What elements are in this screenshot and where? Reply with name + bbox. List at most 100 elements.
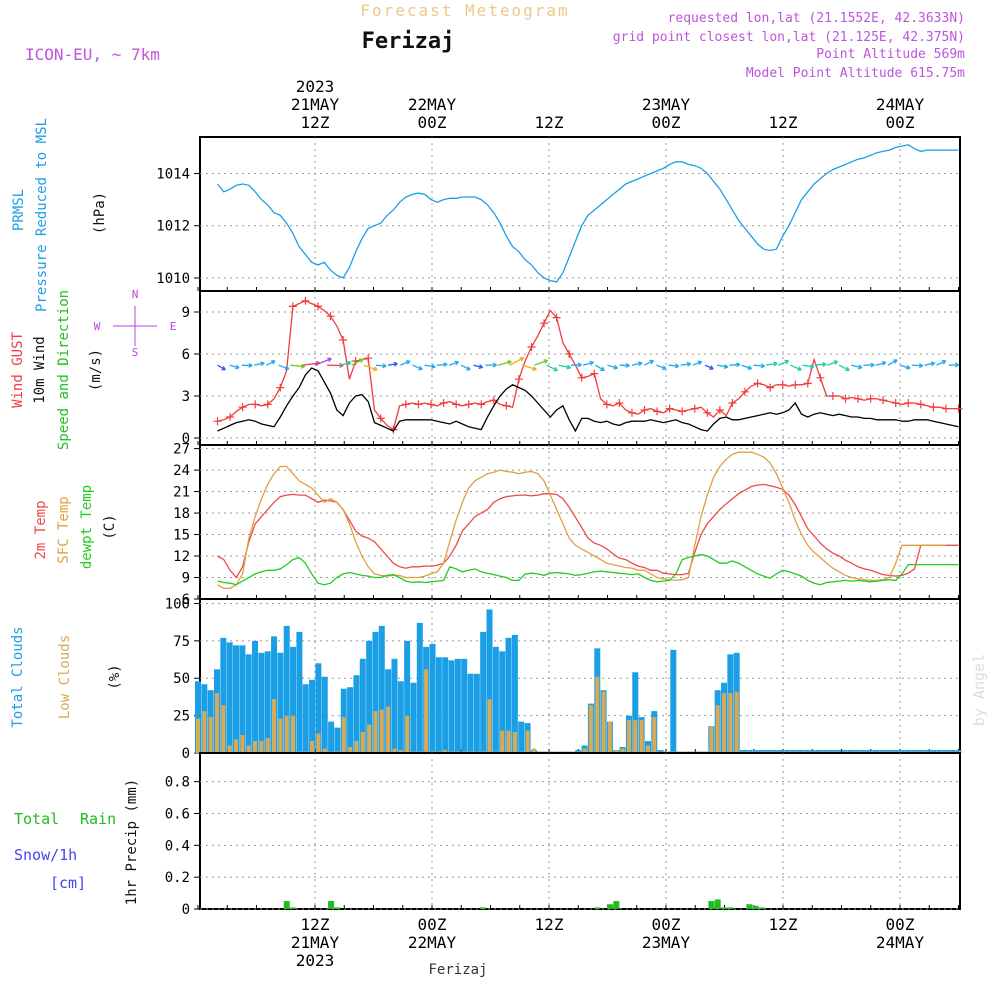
low-clouds-bar (202, 711, 207, 753)
rain-bar (290, 907, 297, 909)
total-clouds-bar (499, 651, 506, 753)
precip-legend-cm: [cm] (50, 874, 86, 892)
gust-marker (778, 380, 787, 389)
gust-title: Wind GUST (10, 332, 26, 408)
time-label-bottom: 12Z (301, 915, 330, 934)
wind-arrow-head (347, 360, 352, 366)
series-line-prmsl (216, 144, 959, 283)
wind-arrow (643, 360, 654, 366)
y-tick-label: 25 (173, 709, 190, 725)
wind-arrow-head (649, 359, 654, 365)
total-clouds-bar (410, 682, 417, 753)
y-tick-label: 1014 (156, 167, 190, 183)
rain-bar (752, 905, 759, 909)
gust-marker (678, 407, 687, 416)
wind-arrow (412, 364, 423, 370)
wind-arrow (339, 361, 352, 366)
low-clouds-bar (652, 717, 657, 753)
y-tick-label: 0.6 (165, 806, 190, 822)
wind-arrow (363, 364, 378, 371)
y-tick-label: 0.2 (165, 870, 190, 886)
wind-arrow-head (797, 366, 802, 371)
wind-arrow-head (930, 361, 936, 367)
gust-marker (841, 394, 850, 403)
wind-arrow-head (822, 362, 827, 367)
wind-arrow-head (809, 364, 815, 369)
low-clouds-bar (443, 750, 448, 753)
gust-marker (665, 404, 674, 413)
gust-marker (904, 399, 913, 407)
gust-marker (941, 404, 950, 413)
low-clouds-bar (316, 733, 321, 753)
total-clouds-bar (467, 673, 474, 753)
compass-letter: N (132, 288, 139, 301)
wind-arrow (692, 361, 702, 366)
low-clouds-bar (709, 726, 714, 753)
wind-arrow (680, 363, 691, 366)
gust-marker (879, 396, 888, 405)
gust-marker (753, 379, 762, 388)
gust-marker (427, 400, 436, 409)
low-clouds-bar (360, 732, 365, 753)
wind-arrow (424, 364, 436, 368)
time-label-top: 00Z (652, 113, 681, 132)
wind-arrow-head (532, 366, 537, 371)
total-clouds-bar (486, 609, 493, 753)
y-tick-label: 12 (173, 549, 190, 565)
compass-letter: E (170, 320, 177, 333)
time-label-top: 23MAY (642, 95, 691, 114)
wind-arrow-head (543, 359, 549, 364)
wind-arrow-head (954, 362, 960, 368)
y-tick-label: 0 (182, 746, 190, 762)
total-clouds-bar (378, 625, 385, 753)
wind-arrow (558, 364, 571, 369)
y-tick-label: 18 (173, 506, 190, 522)
low-clouds-bar (734, 691, 739, 753)
compass-letter: S (132, 346, 139, 359)
info-line-2: grid point closest lon,lat (21.125E, 42.… (613, 30, 965, 45)
gust-marker (703, 408, 712, 417)
gust-marker (602, 400, 611, 409)
gust-marker (251, 400, 260, 409)
wind-arrow (314, 358, 332, 366)
time-label-top: 00Z (418, 113, 447, 132)
gust-marker (326, 312, 335, 321)
wind-arrow-head (760, 363, 766, 369)
wind-arrow (838, 364, 850, 371)
watermark: by Angel (970, 654, 988, 726)
y-tick-label: 6 (182, 592, 190, 608)
wind-arrow (302, 362, 320, 366)
time-label-bottom: 00Z (418, 915, 447, 934)
gust-marker (226, 413, 235, 421)
low-clouds-bar (348, 747, 353, 753)
wind-arrow (217, 364, 226, 371)
wind-arrow (656, 364, 667, 370)
wind-title: 10m Wind (32, 336, 48, 403)
time-label-top: 12Z (301, 113, 330, 132)
gust-marker (828, 392, 837, 400)
low-clouds-bar (354, 741, 359, 753)
gust-marker (854, 394, 863, 403)
gust-marker (238, 403, 247, 412)
total-clouds-bar (309, 679, 316, 753)
precip-legend-snow: Snow/1h (14, 846, 77, 864)
total-clouds-bar (334, 727, 341, 753)
precip-legend-rain: Rain (80, 810, 116, 828)
low-clouds-bar (645, 745, 650, 753)
wind-arrow-head (260, 361, 265, 367)
clouds-unit: (%) (107, 664, 123, 689)
low-clouds-bar (398, 750, 403, 753)
time-label-top: 12Z (769, 113, 798, 132)
gust-marker (540, 319, 549, 328)
low-clouds-bar (341, 717, 346, 753)
total-clouds-bar (252, 640, 259, 753)
total-clouds-bar (454, 658, 461, 753)
wind-arrow (936, 360, 947, 366)
low-clouds-bar (487, 699, 492, 753)
low-clouds-bar (620, 748, 625, 753)
pressure-title-1: PRMSL (11, 189, 27, 231)
gust-marker (527, 343, 536, 351)
